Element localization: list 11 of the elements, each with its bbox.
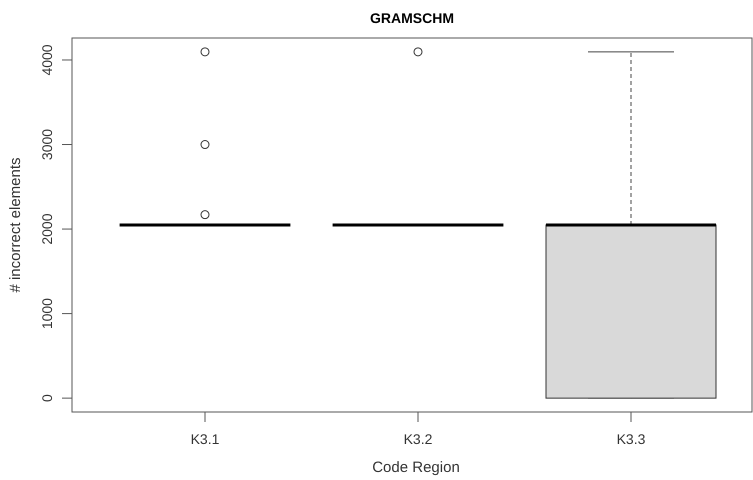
x-tick-label: K3.3	[616, 431, 646, 447]
y-tick-label: 3000	[39, 128, 55, 160]
x-tick-label: K3.1	[190, 431, 220, 447]
y-axis-title: # incorrect elements	[7, 157, 24, 293]
x-axis-title: Code Region	[372, 459, 460, 476]
y-tick-label: 4000	[39, 44, 55, 76]
y-tick-label: 1000	[39, 298, 55, 330]
x-tick-label: K3.2	[404, 431, 433, 447]
y-tick-label: 2000	[39, 213, 55, 245]
chart-title: GRAMSCHM	[370, 10, 454, 26]
y-tick-label: 0	[39, 394, 55, 402]
